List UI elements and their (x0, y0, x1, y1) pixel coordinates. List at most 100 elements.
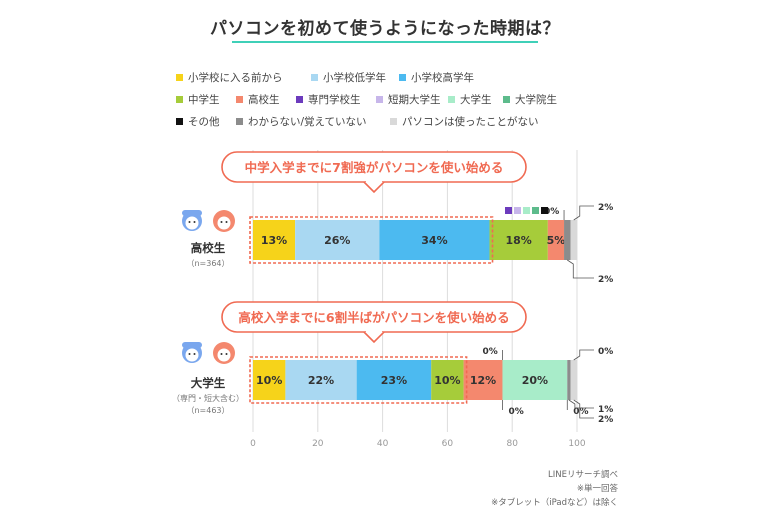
legend-item: 専門学校生 (296, 92, 376, 107)
annotation-label: 0% (598, 347, 613, 357)
bar-segment (567, 360, 571, 400)
data-label: 34% (421, 234, 447, 247)
category-sublabel: （n=463） (186, 406, 229, 415)
callout-pointer (363, 181, 385, 194)
highlight-box (249, 216, 494, 264)
legend-item: パソコンは使ったことがない (390, 114, 550, 129)
legend-swatch (296, 95, 303, 103)
legend-swatch (176, 73, 183, 81)
legend-swatch (448, 95, 455, 103)
annotation-label: 0% (573, 407, 588, 417)
legend-label: 高校生 (248, 93, 280, 106)
legend-swatch (311, 73, 318, 81)
legend-swatch (236, 117, 243, 125)
legend-label: その他 (188, 115, 220, 128)
legend-label: わからない/覚えていない (248, 115, 367, 128)
legend-swatch (390, 117, 397, 125)
bar-segment (253, 360, 286, 400)
annotation-leader (567, 259, 594, 279)
data-label: 10% (256, 374, 282, 387)
legend-row: 小学校に入る前から 小学校低学年 小学校高学年 (176, 66, 636, 88)
minor-category-swatch (541, 207, 548, 214)
annotation-label: 2% (598, 275, 613, 285)
source-notes: LINEリサーチ調べ ※単一回答 ※タブレット（iPadなど）は除く (491, 468, 618, 510)
legend-swatch (399, 73, 406, 81)
legend-label: 小学校低学年 (323, 71, 386, 84)
bar-segment (502, 360, 568, 400)
category-sublabel: （専門・短大含む） (172, 393, 244, 403)
data-label: 26% (324, 234, 350, 247)
bar-segment (489, 220, 548, 260)
eye-dot (220, 353, 223, 355)
annotation-label: 2% (598, 203, 613, 213)
category-sublabel: （n=364） (186, 259, 229, 268)
bar-segment (379, 220, 490, 260)
face-skin (185, 216, 199, 230)
minor-category-swatch (514, 207, 521, 214)
data-label: 12% (470, 374, 496, 387)
callout-pointer-mask (366, 329, 382, 333)
eye-dot (220, 221, 223, 223)
face-skin (217, 348, 231, 362)
bar-segment (463, 360, 503, 400)
bar-segment (356, 360, 432, 400)
eye-dot (225, 353, 228, 355)
bar-segment (570, 360, 577, 400)
legend-label: 専門学校生 (308, 93, 361, 106)
annotation-label: 0% (482, 347, 497, 357)
highlight-box (249, 356, 468, 404)
x-tick-label: 80 (506, 439, 518, 449)
minor-category-swatch (505, 207, 512, 214)
category-label: 高校生 (191, 241, 226, 255)
x-tick-label: 0 (250, 439, 256, 449)
hair-shape (182, 342, 202, 348)
legend-label: 大学院生 (515, 93, 557, 106)
exclusion-note: ※タブレット（iPadなど）は除く (491, 498, 618, 508)
legend-swatch (176, 95, 183, 103)
x-tick-label: 40 (377, 439, 389, 449)
bar-segment (547, 220, 565, 260)
bar-segment (570, 220, 577, 260)
eye-dot (193, 221, 196, 223)
callout-text: 高校入学までに6割半ばがパソコンを使い始める (238, 310, 509, 325)
legend-label: 小学校に入る前から (188, 71, 283, 84)
eye-dot (188, 221, 191, 223)
data-label: 5% (547, 234, 566, 247)
legend-item: わからない/覚えていない (236, 114, 390, 129)
callout-text: 中学入学までに7割強がパソコンを使い始める (245, 160, 504, 175)
x-tick-label: 60 (442, 439, 454, 449)
legend-row: 中学生 高校生 専門学校生 短期大学生 大学生 大学院生 (176, 88, 636, 110)
face-skin (217, 216, 231, 230)
data-label: 13% (261, 234, 287, 247)
annotation-leader (573, 349, 594, 361)
annotation-label: 0% (544, 207, 559, 217)
data-label: 18% (506, 234, 532, 247)
legend-item: 小学校に入る前から (176, 70, 311, 85)
data-label: 23% (381, 374, 407, 387)
bar-segment (253, 220, 296, 260)
minor-category-swatch (532, 207, 539, 214)
x-tick-label: 100 (568, 439, 585, 449)
callout-pointer (363, 331, 385, 344)
annotation-leader (568, 399, 594, 409)
legend-swatch (236, 95, 243, 103)
hair-shape (182, 210, 202, 216)
legend-label: 中学生 (188, 93, 220, 106)
annotation-label: 0% (508, 407, 523, 417)
bar-segment (431, 360, 464, 400)
legend-label: 大学生 (460, 93, 492, 106)
answer-note: ※単一回答 (576, 484, 618, 494)
bar-segment (295, 220, 380, 260)
legend-swatch (176, 117, 183, 125)
chart-title: パソコンを初めて使うようになった時期は？ (210, 19, 560, 39)
legend-swatch (376, 95, 383, 103)
source-note: LINEリサーチ調べ (548, 470, 618, 480)
face-skin (185, 348, 199, 362)
data-label: 10% (434, 374, 460, 387)
legend-label: パソコンは使ったことがない (402, 115, 539, 128)
legend-swatch (503, 95, 510, 103)
legend-item: 高校生 (236, 92, 296, 107)
legend: 小学校に入る前から 小学校低学年 小学校高学年 中学生 高校生 専門学校生 短期大学生 大学生… (176, 66, 636, 132)
category-label: 大学生 (191, 376, 226, 390)
eye-dot (188, 353, 191, 355)
